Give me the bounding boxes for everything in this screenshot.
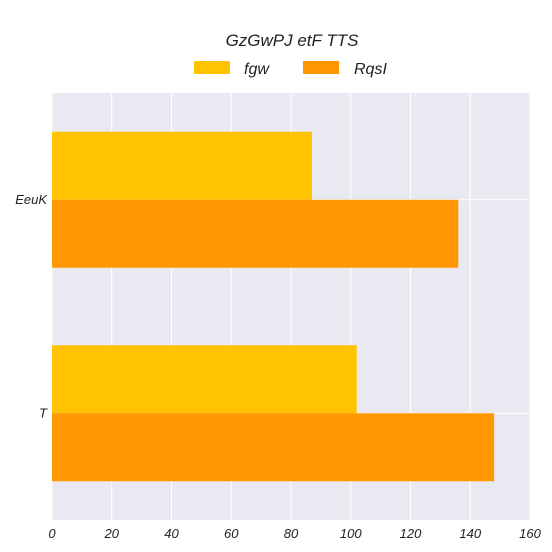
- bar-rqsi-t: [52, 413, 495, 482]
- bar-fgw-t: [52, 345, 357, 414]
- chart-title: GzGwPJ etF TTS: [226, 31, 360, 50]
- legend-swatch-rqsi: [303, 61, 339, 74]
- x-tick-label-60: 60: [224, 526, 239, 541]
- legend-swatch-fgw: [194, 61, 230, 74]
- bars: [52, 131, 495, 482]
- y-axis-ticks: EeuK T: [15, 192, 48, 421]
- x-tick-label-140: 140: [459, 526, 481, 541]
- x-tick-label-160: 160: [519, 526, 541, 541]
- legend-label-fgw: fgw: [244, 61, 270, 78]
- x-tick-label-80: 80: [284, 526, 299, 541]
- x-axis-ticks: 0 20 40 60 80 100 120 140 160: [48, 526, 541, 541]
- bar-fgw-eeuk: [52, 131, 312, 200]
- x-tick-label-0: 0: [48, 526, 56, 541]
- x-tick-label-120: 120: [400, 526, 422, 541]
- bar-rqsi-eeuk: [52, 199, 459, 268]
- y-tick-label-t: T: [39, 405, 48, 420]
- x-tick-label-20: 20: [104, 526, 120, 541]
- legend-label-rqsi: RqsI: [354, 61, 387, 78]
- x-tick-label-100: 100: [340, 526, 362, 541]
- y-tick-label-eeuk: EeuK: [15, 192, 48, 207]
- legend: fgw RqsI: [194, 61, 387, 78]
- x-tick-label-40: 40: [164, 526, 179, 541]
